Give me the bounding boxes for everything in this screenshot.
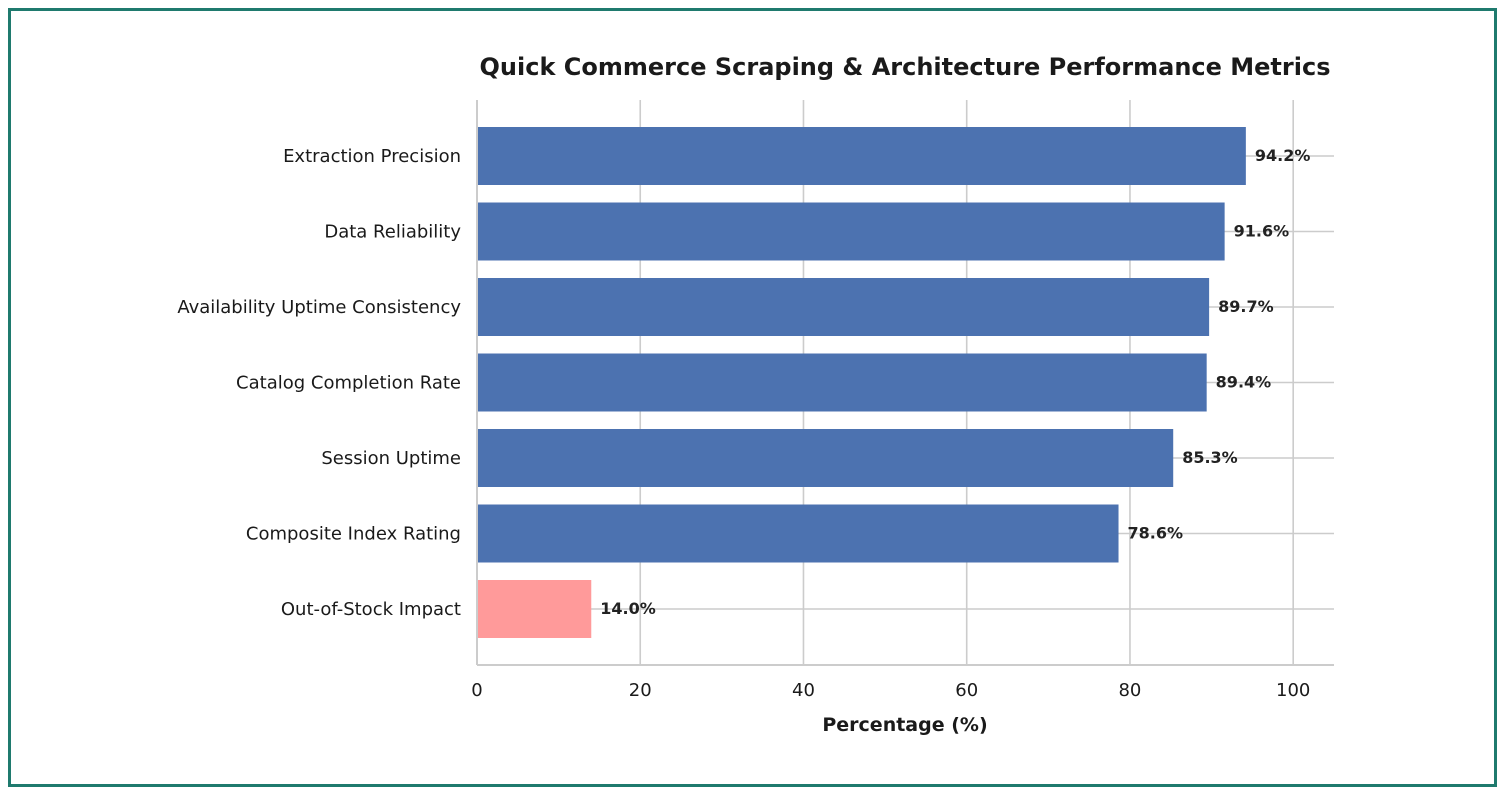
x-axis-title: Percentage (%) <box>822 714 987 736</box>
bar-extraction-precision <box>477 127 1246 185</box>
value-label: 94.2% <box>1255 146 1311 165</box>
value-label: 89.4% <box>1216 373 1272 392</box>
x-tick-label: 20 <box>629 680 652 701</box>
x-tick-label: 0 <box>471 680 482 701</box>
bar-catalog-completion-rate <box>477 353 1207 412</box>
category-label: Data Reliability <box>324 222 461 243</box>
value-label: 14.0% <box>600 599 656 618</box>
category-label: Out-of-Stock Impact <box>281 599 461 620</box>
bar-data-reliability <box>477 202 1225 261</box>
value-label: 78.6% <box>1128 524 1184 543</box>
value-label: 85.3% <box>1182 448 1238 467</box>
category-label: Catalog Completion Rate <box>236 373 461 394</box>
category-label: Availability Uptime Consistency <box>177 297 461 318</box>
value-label: 89.7% <box>1218 297 1274 316</box>
x-tick-label: 100 <box>1276 680 1310 701</box>
labels: 94.2% Extraction Precision 91.6% Data Relia… <box>177 146 1310 701</box>
axes <box>476 100 1334 666</box>
bar-availability-uptime-consistency <box>477 278 1210 336</box>
x-tick-label: 60 <box>955 680 978 701</box>
x-tick-label: 40 <box>792 680 815 701</box>
chart-title: Quick Commerce Scraping & Architecture P… <box>480 53 1331 81</box>
category-label: Extraction Precision <box>283 146 461 167</box>
x-tick-label: 80 <box>1118 680 1141 701</box>
bar-out-of-stock-impact <box>477 580 592 638</box>
bars <box>477 127 1246 638</box>
bar-session-uptime <box>477 429 1174 487</box>
category-label: Composite Index Rating <box>246 524 461 545</box>
bar-composite-index-rating <box>477 504 1119 563</box>
category-label: Session Uptime <box>321 448 461 469</box>
value-label: 91.6% <box>1234 222 1290 241</box>
